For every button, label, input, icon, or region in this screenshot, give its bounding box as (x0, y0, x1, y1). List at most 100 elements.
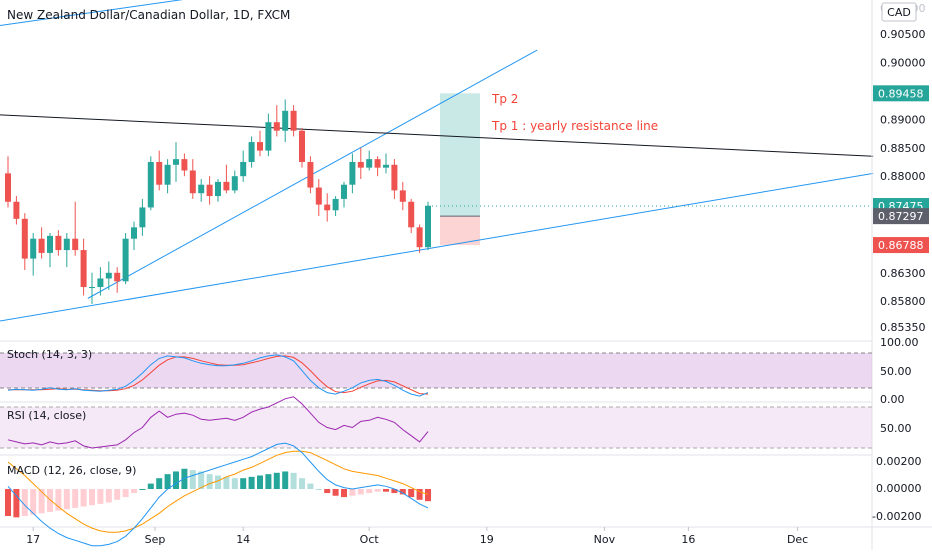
stoch-label: Stoch (14, 3, 3) (7, 348, 92, 361)
candle (265, 113, 272, 157)
price-axis[interactable]: 0.91000 CAD 0.905000.900000.890000.88500… (880, 2, 926, 334)
lower-support-line[interactable] (0, 172, 874, 322)
candle (13, 196, 20, 225)
price-tick: 0.88500 (880, 142, 926, 155)
candle (399, 181, 406, 211)
candle-body (5, 173, 11, 202)
candle (366, 150, 373, 171)
macd-hist-bar (315, 489, 322, 490)
candle (139, 198, 146, 236)
candle-body (265, 122, 272, 151)
price-badge-red: 0.86788 (873, 237, 929, 254)
candle-body (223, 181, 230, 191)
macd-axis: 0.00200 0.00000 -0.00200 (872, 455, 922, 523)
macd-tick-neg: -0.00200 (872, 510, 921, 523)
tp1-annotation[interactable]: Tp 1 : yearly resistance line (491, 119, 658, 133)
macd-hist-bar (80, 489, 87, 507)
candle (282, 99, 289, 143)
price-badge-label: 0.86788 (878, 239, 924, 252)
macd-line (7, 442, 429, 547)
candle-body (198, 184, 205, 194)
macd-hist-bar (21, 489, 28, 516)
candle-body (282, 110, 289, 131)
stop-loss-zone[interactable] (440, 216, 480, 246)
candle (273, 105, 280, 137)
macd-hist-bar (72, 489, 79, 508)
long-position-tool[interactable] (440, 93, 480, 246)
macd-panel[interactable]: MACD (12, 26, close, 9) (5, 442, 431, 547)
candle (156, 150, 163, 191)
candle (425, 201, 431, 251)
yearly-resistance-line[interactable] (0, 114, 874, 157)
candle (21, 213, 28, 270)
price-badge-label: 0.87297 (878, 210, 924, 223)
time-tick-label: 17 (26, 533, 40, 546)
candle (349, 153, 356, 194)
stoch-axis: 100.00 50.00 0.00 (880, 336, 919, 406)
candle (248, 136, 255, 168)
candle-body (30, 238, 37, 259)
time-tick-label: Oct (360, 533, 380, 546)
candle (164, 159, 171, 194)
macd-hist-bar (332, 489, 339, 496)
macd-hist-bar (341, 489, 347, 498)
candle (374, 156, 381, 177)
candle-body (273, 122, 280, 131)
macd-hist-bar (357, 489, 364, 495)
stoch-panel[interactable]: Stoch (14, 3, 3) (0, 348, 872, 397)
candle (173, 142, 179, 182)
rsi-axis: 50.00 (880, 422, 912, 435)
candle-body (21, 218, 28, 259)
macd-hist-bar (147, 483, 154, 489)
macd-hist-bar (105, 489, 112, 503)
macd-hist-bar (265, 474, 272, 489)
macd-hist-bar (273, 472, 280, 489)
rsi-panel[interactable]: RSI (14, close) (0, 396, 872, 449)
candle (181, 153, 188, 177)
macd-hist-bar (366, 489, 373, 494)
candle (383, 153, 389, 174)
price-tick: 0.85800 (880, 295, 926, 308)
candle (122, 233, 129, 285)
upper-channel-line[interactable] (0, 0, 252, 27)
currency-badge[interactable] (881, 2, 917, 22)
take-profit-zone[interactable] (440, 93, 480, 217)
candle (408, 198, 415, 234)
candle (105, 261, 112, 290)
candle-body (341, 184, 347, 199)
macd-hist-bar (324, 489, 331, 494)
candle (391, 159, 398, 199)
candle-body (357, 161, 364, 168)
candle-body (299, 130, 305, 162)
macd-hist-bar (97, 489, 104, 504)
candle (38, 227, 45, 259)
macd-hist-bar (425, 489, 431, 502)
candle-body (173, 159, 179, 165)
macd-hist-bar (139, 489, 146, 490)
candle-body (307, 161, 314, 188)
candle-body (164, 164, 171, 185)
candle-body (349, 161, 356, 185)
candle-body (240, 161, 247, 177)
macd-hist-bar (13, 489, 20, 518)
tp2-annotation[interactable]: Tp 2 (491, 92, 518, 106)
price-badge-gray: 0.87297 (873, 208, 929, 225)
time-tick-label: Sep (145, 533, 166, 546)
macd-hist-bar (122, 489, 129, 498)
time-tick-label: 14 (236, 533, 250, 546)
macd-hist-bar (181, 468, 188, 489)
macd-hist-bar (189, 470, 196, 489)
candle-body (97, 278, 104, 288)
price-badge-green: 0.89458 (873, 85, 929, 102)
candle-body (215, 181, 221, 197)
stoch-tick-0: 0.00 (880, 393, 905, 406)
candle-body (181, 159, 188, 171)
candle-body (391, 164, 398, 191)
macd-hist-bar (282, 471, 289, 489)
time-axis[interactable]: 17 Sep 14 Oct 19 Nov 16 Dec (26, 527, 808, 546)
symbol-title: New Zealand Dollar/Canadian Dollar, 1D, … (7, 8, 290, 22)
candle-body (374, 159, 381, 168)
